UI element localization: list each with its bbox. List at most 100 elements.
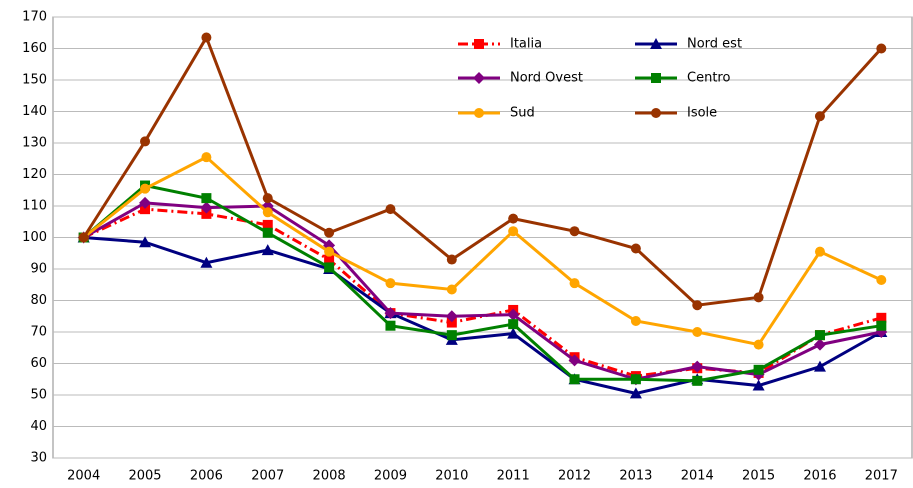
x-tick-label: 2011 [497,469,530,484]
point [385,204,396,215]
point [200,201,213,214]
x-tick-label: 2009 [374,469,407,484]
y-tick-label: 50 [30,388,47,403]
x-tick-label: 2007 [251,469,284,484]
point [876,43,887,54]
y-tick-label: 170 [22,10,47,25]
point [324,227,335,238]
y-tick-label: 110 [22,199,47,214]
legend-label: Nord est [687,37,742,52]
point [508,319,519,330]
point [692,300,703,311]
point [752,379,765,391]
point [261,244,274,256]
point [78,232,89,243]
legend-marker [474,108,484,118]
point [201,152,212,163]
y-tick-label: 130 [22,136,47,151]
point [569,278,580,289]
point [876,275,887,286]
point [324,262,335,273]
x-tick-label: 2008 [313,469,346,484]
y-tick-label: 100 [22,230,47,245]
point [262,227,273,238]
point [507,308,520,321]
point [262,207,273,218]
point [324,254,335,265]
point [384,307,397,320]
legend-marker [650,38,662,49]
y-tick-label: 140 [22,104,47,119]
legend-label: Sud [510,106,535,121]
y-tick-label: 40 [30,419,47,434]
x-tick-label: 2013 [619,469,652,484]
legend-label: Isole [687,106,717,121]
x-tick-label: 2012 [558,469,591,484]
y-tick-label: 60 [30,356,47,371]
x-tick-label: 2010 [435,469,468,484]
point [201,193,212,204]
point [629,387,642,399]
point [568,354,581,367]
point [262,193,273,204]
point [445,310,458,323]
point [753,339,764,350]
point [569,226,580,237]
point [385,320,396,331]
y-tick-label: 70 [30,325,47,340]
series-line [82,183,882,383]
point [140,136,151,147]
y-tick-label: 120 [22,167,47,182]
point [692,375,703,386]
y-tick-label: 30 [30,451,47,466]
point [814,111,825,122]
point [262,219,273,230]
point [876,320,887,331]
x-tick-label: 2015 [742,469,775,484]
point [814,246,825,257]
point [139,236,152,248]
point [630,374,641,385]
y-tick-label: 160 [22,41,47,56]
point [324,246,335,257]
point [813,360,826,372]
point [753,364,764,375]
legend-marker [651,108,661,118]
point [140,204,151,215]
x-tick-label: 2004 [67,469,100,484]
point [446,254,457,265]
point [691,360,704,373]
point [630,243,641,254]
series-line [83,236,883,395]
point [753,292,764,303]
x-tick-label: 2006 [190,469,223,484]
series-line [82,201,882,381]
point [200,256,213,268]
y-tick-label: 150 [22,73,47,88]
point [508,226,519,237]
point [569,374,580,385]
x-tick-label: 2017 [865,469,898,484]
point [692,327,703,337]
point [201,208,212,219]
legend-marker [651,73,661,83]
legend-label: Italia [510,37,542,52]
legend-label: Nord Ovest [510,71,583,86]
point [814,330,825,341]
point [446,330,457,341]
point [446,284,457,295]
point [139,196,152,209]
point [446,317,457,328]
series-line [82,155,882,347]
point [201,32,212,43]
y-tick-label: 90 [30,262,47,277]
point [508,213,519,224]
point [630,315,641,326]
point [140,183,151,194]
point [813,338,826,351]
x-tick-label: 2016 [803,469,836,484]
point [507,327,520,339]
legend-label: Centro [687,71,730,86]
x-tick-label: 2005 [128,469,161,484]
